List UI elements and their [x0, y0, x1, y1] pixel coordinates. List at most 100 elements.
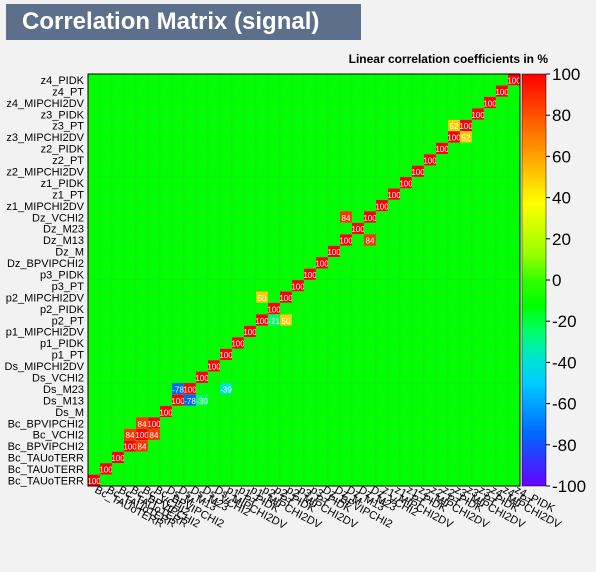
heatmap-cell [387, 108, 401, 120]
heatmap-cell [183, 359, 197, 372]
heatmap-cell [435, 302, 449, 315]
heatmap-cell [207, 291, 221, 304]
heatmap-cell [99, 451, 113, 464]
heatmap-cell [291, 153, 305, 166]
heatmap-cell [375, 188, 389, 201]
heatmap-cell [135, 325, 149, 338]
heatmap-cell [507, 85, 521, 98]
heatmap-cell [423, 314, 437, 326]
heatmap-cell [423, 222, 437, 235]
heatmap-cell [495, 108, 509, 120]
heatmap-cell [339, 108, 353, 120]
heatmap-cell [267, 394, 281, 407]
heatmap-cell [399, 131, 413, 143]
heatmap-cell [207, 279, 221, 292]
heatmap-cell [411, 417, 425, 429]
heatmap-cell [243, 73, 257, 86]
heatmap-cell [123, 405, 137, 418]
heatmap-cell [495, 73, 509, 86]
heatmap-cell [183, 325, 197, 338]
heatmap-cell [447, 85, 461, 98]
heatmap-cell [303, 314, 317, 326]
heatmap-cell [483, 325, 497, 338]
cell-value-label: 100 [423, 157, 437, 166]
heatmap-cell [351, 153, 365, 166]
heatmap-cell [219, 108, 233, 120]
heatmap-cell [507, 153, 521, 166]
heatmap-cell [375, 85, 389, 98]
heatmap-cell [87, 131, 101, 143]
heatmap-cell [459, 176, 473, 189]
heatmap-cell [447, 245, 461, 258]
heatmap-cell [279, 119, 293, 132]
cell-value-label: 100 [111, 454, 125, 463]
heatmap-cell [315, 337, 329, 349]
heatmap-cell [483, 131, 497, 143]
heatmap-cell [339, 256, 353, 269]
heatmap-cell [459, 279, 473, 292]
heatmap-cell [507, 188, 521, 201]
heatmap-cell [447, 165, 461, 178]
heatmap-cell [147, 73, 161, 86]
cell-value-label: 50 [258, 294, 267, 303]
y-tick-label: p3_PT [52, 281, 85, 293]
y-tick-label: z4_PT [52, 86, 84, 98]
heatmap-cell [183, 256, 197, 269]
heatmap-cell [507, 199, 521, 212]
heatmap-cell [279, 85, 293, 98]
heatmap-cell [303, 417, 317, 429]
heatmap-cell [279, 359, 293, 372]
heatmap-cell [135, 268, 149, 281]
heatmap-cell [111, 199, 125, 212]
heatmap-cell [123, 85, 137, 98]
heatmap-cell [111, 222, 125, 235]
heatmap-cell [435, 108, 449, 120]
heatmap-cell [483, 222, 497, 235]
heatmap-cell [219, 302, 233, 315]
heatmap-cell [243, 371, 257, 384]
heatmap-cell [135, 394, 149, 407]
heatmap-cell [387, 314, 401, 326]
heatmap-cell [183, 199, 197, 212]
heatmap-cell [351, 234, 365, 246]
heatmap-cell [495, 451, 509, 464]
heatmap-cell [135, 96, 149, 109]
heatmap-cell [111, 371, 125, 384]
heatmap-cell [255, 268, 269, 281]
y-tick-label: Bc_VCHI2 [33, 430, 84, 442]
heatmap-cell [375, 211, 389, 223]
heatmap-cell [123, 256, 137, 269]
heatmap-cell [459, 291, 473, 304]
heatmap-cell [123, 188, 137, 201]
heatmap-cell [339, 199, 353, 212]
heatmap-cell [471, 417, 485, 429]
heatmap-cell [399, 428, 413, 441]
heatmap-cell [411, 96, 425, 109]
cell-value-label: -78 [172, 385, 184, 394]
heatmap-cell [459, 371, 473, 384]
heatmap-cell [171, 131, 185, 143]
heatmap-cell [255, 131, 269, 143]
heatmap-cell [111, 440, 125, 452]
heatmap-cell [147, 337, 161, 349]
heatmap-cell [327, 325, 341, 338]
heatmap-cell [351, 256, 365, 269]
heatmap-cell [111, 108, 125, 120]
heatmap-cell [447, 291, 461, 304]
heatmap-cell [99, 291, 113, 304]
heatmap-cell [363, 153, 377, 166]
heatmap-cell [483, 440, 497, 452]
heatmap-cell [423, 405, 437, 418]
heatmap-cell [87, 279, 101, 292]
heatmap-cell [99, 108, 113, 120]
heatmap-cell [231, 256, 245, 269]
y-tick-label: z2_PT [52, 155, 84, 167]
heatmap-cell [327, 108, 341, 120]
heatmap-cell [159, 142, 173, 155]
heatmap-cell [99, 428, 113, 441]
heatmap-cell [231, 302, 245, 315]
heatmap-cell [135, 256, 149, 269]
heatmap-cell [387, 211, 401, 223]
heatmap-cell [183, 417, 197, 429]
heatmap-cell [219, 359, 233, 372]
